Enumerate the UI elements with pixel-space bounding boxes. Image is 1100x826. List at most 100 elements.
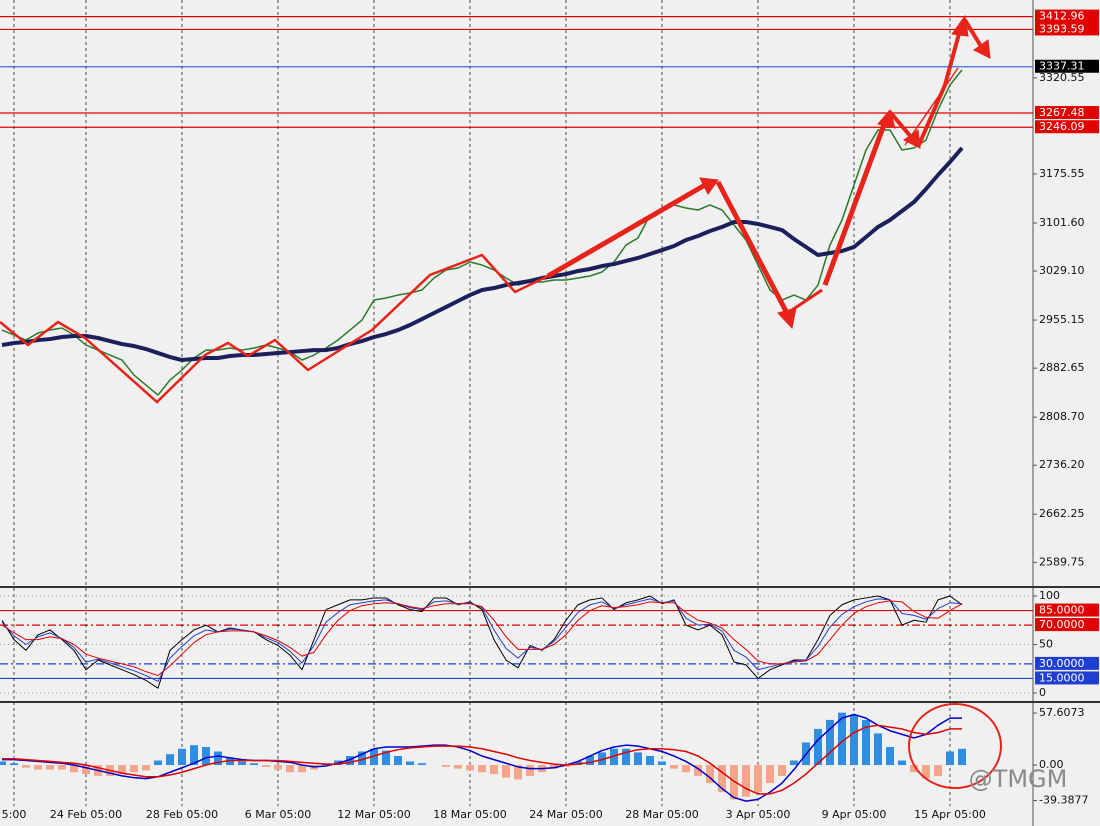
histogram-bar bbox=[226, 757, 234, 766]
histogram-bar bbox=[730, 765, 738, 800]
arrow-head bbox=[777, 307, 797, 330]
histogram-bar bbox=[346, 756, 354, 766]
histogram-bar bbox=[190, 745, 198, 766]
y-tick-label: 2736.20 bbox=[1039, 458, 1085, 471]
histogram-bar bbox=[874, 733, 882, 766]
histogram-bar bbox=[946, 751, 954, 766]
arrow bbox=[546, 182, 707, 279]
histogram-bar bbox=[490, 765, 498, 775]
x-tick-label: 5:00 bbox=[2, 808, 27, 821]
level-label: 3267.48 bbox=[1039, 106, 1085, 119]
series-line bbox=[1, 598, 963, 682]
level-label-box bbox=[1035, 603, 1099, 617]
histogram-bar bbox=[130, 765, 138, 773]
series-line bbox=[1, 69, 963, 396]
zigzag bbox=[0, 253, 549, 404]
level-label-box bbox=[1035, 22, 1099, 36]
histogram-bar bbox=[922, 765, 930, 779]
y-tick-label: 0.00 bbox=[1039, 758, 1064, 771]
histogram-bar bbox=[286, 765, 294, 773]
histogram-bar bbox=[34, 765, 42, 770]
x-tick-label: 12 Mar 05:00 bbox=[337, 808, 410, 821]
level-label: 85.0000 bbox=[1039, 604, 1085, 617]
level-label-box bbox=[1035, 120, 1099, 134]
highlight-circle bbox=[908, 703, 1002, 789]
histogram-bar bbox=[202, 746, 210, 766]
histogram-bar bbox=[958, 748, 966, 766]
x-tick-label: 18 Mar 05:00 bbox=[433, 808, 506, 821]
y-tick-label: 0 bbox=[1039, 686, 1046, 699]
histogram-bar bbox=[298, 765, 306, 773]
watermark: @TMGM bbox=[969, 765, 1068, 793]
histogram-bar bbox=[634, 752, 642, 766]
histogram-bar bbox=[82, 765, 90, 775]
x-tick-label: 28 Mar 05:00 bbox=[625, 808, 698, 821]
y-tick-label: 2882.65 bbox=[1039, 361, 1085, 374]
level-label: 3412.96 bbox=[1039, 10, 1085, 23]
histogram-bar bbox=[418, 763, 426, 766]
annotations bbox=[0, 14, 1002, 789]
histogram-bar bbox=[382, 750, 390, 766]
histogram-bar bbox=[0, 761, 6, 766]
histogram-bar bbox=[550, 765, 558, 769]
series-line bbox=[1, 600, 963, 677]
histogram-bar bbox=[598, 752, 606, 766]
histogram-bar bbox=[838, 712, 846, 766]
histogram-bar bbox=[526, 765, 534, 776]
histogram-bar bbox=[142, 765, 150, 771]
histogram-bar bbox=[898, 760, 906, 766]
histogram-bar bbox=[118, 765, 126, 775]
zigzag bbox=[791, 288, 823, 312]
histogram-bar bbox=[658, 761, 666, 766]
arrow bbox=[715, 180, 791, 317]
histogram-bar bbox=[514, 765, 522, 780]
histogram-bar bbox=[454, 765, 462, 769]
level-label-box bbox=[1035, 59, 1099, 73]
histogram-bar bbox=[178, 748, 186, 766]
y-tick-label: 3175.55 bbox=[1039, 167, 1085, 180]
histogram-bar bbox=[466, 765, 474, 771]
y-tick-label: -39.3877 bbox=[1039, 794, 1088, 807]
histogram-bar bbox=[562, 765, 570, 767]
histogram-bar bbox=[394, 756, 402, 766]
histogram-bar bbox=[934, 765, 942, 776]
histogram-bar bbox=[250, 763, 258, 766]
histogram-bar bbox=[850, 715, 858, 766]
histogram-bar bbox=[646, 756, 654, 766]
histogram-bar bbox=[754, 765, 762, 793]
level-label: 3337.31 bbox=[1039, 60, 1085, 73]
level-label: 15.0000 bbox=[1039, 671, 1085, 684]
histogram-bar bbox=[262, 765, 270, 767]
histogram-bar bbox=[370, 748, 378, 766]
histogram-bar bbox=[862, 719, 870, 766]
x-tick-label: 24 Feb 05:00 bbox=[50, 808, 122, 821]
series-line bbox=[1, 146, 964, 363]
histogram-bar bbox=[358, 751, 366, 766]
histogram-bar bbox=[574, 761, 582, 766]
arrow bbox=[963, 18, 984, 50]
level-label-box bbox=[1035, 106, 1099, 120]
histogram-bar bbox=[586, 756, 594, 766]
y-tick-label: 2589.75 bbox=[1039, 555, 1085, 568]
histogram-bar bbox=[214, 751, 222, 766]
histogram-bar bbox=[886, 746, 894, 766]
level-label-box bbox=[1035, 618, 1099, 632]
arrow-head bbox=[699, 177, 719, 195]
arrow bbox=[888, 110, 914, 140]
level-label: 70.0000 bbox=[1039, 618, 1085, 631]
trend-line bbox=[904, 67, 959, 146]
x-tick-label: 3 Apr 05:00 bbox=[726, 808, 791, 821]
histogram-bar bbox=[790, 760, 798, 766]
histogram-bar bbox=[154, 760, 162, 766]
y-tick-label: 3101.60 bbox=[1039, 216, 1085, 229]
y-tick-label: 50 bbox=[1039, 638, 1053, 651]
histogram-bar bbox=[70, 765, 78, 773]
arrow bbox=[916, 29, 962, 148]
series-line bbox=[2, 713, 962, 802]
histogram-bar bbox=[670, 765, 678, 769]
x-tick-label: 6 Mar 05:00 bbox=[245, 808, 311, 821]
x-tick-label: 28 Feb 05:00 bbox=[146, 808, 218, 821]
histogram-bar bbox=[610, 748, 618, 766]
